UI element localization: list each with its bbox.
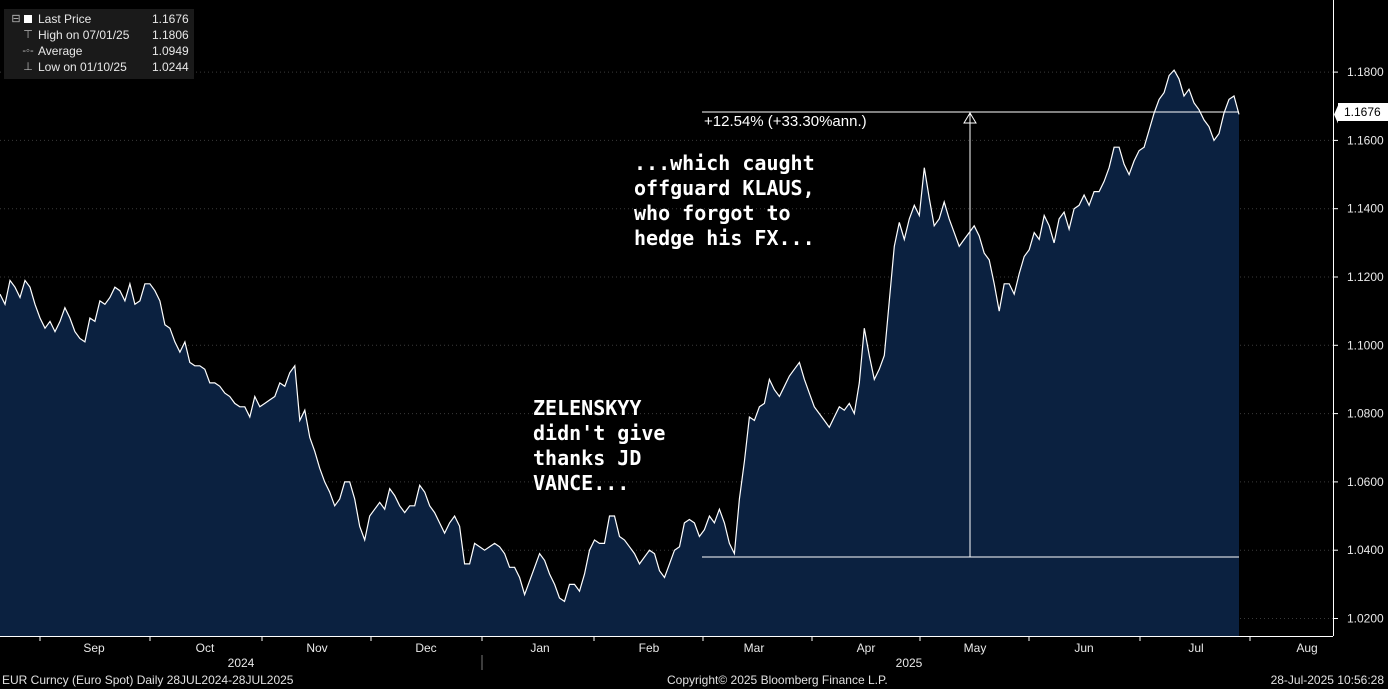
x-tick-label: Jun (1074, 641, 1093, 655)
year-label: 2024 (228, 656, 255, 670)
last-price-swatch-icon (24, 15, 32, 23)
last-price-tag: 1.1676 (1338, 103, 1388, 121)
legend-label: High on 07/01/25 (38, 28, 130, 42)
x-tick-label: Oct (196, 641, 215, 655)
x-tick-label: Feb (639, 641, 660, 655)
price-line (0, 69, 1240, 603)
x-tick-label: Jul (1188, 641, 1203, 655)
y-tick-label: 1.0400 (1347, 543, 1384, 557)
legend-value: 1.1676 (152, 12, 189, 26)
legend-row-last-price: ⊟ Last Price 1.1676 (4, 11, 194, 27)
legend-expand-icon[interactable]: ⊟ (11, 13, 21, 25)
legend-row-average: -◦- Average 1.0949 (4, 43, 194, 59)
legend-label: Low on 01/10/25 (38, 60, 127, 74)
x-tick-label: Sep (83, 641, 105, 655)
legend-row-high: ⊤ High on 07/01/25 1.1806 (4, 27, 194, 43)
year-label: 2025 (896, 656, 923, 670)
annotation-zelensky: ZELENSKYY didn't give thanks JD VANCE... (533, 396, 666, 495)
y-tick-label: 1.0200 (1347, 612, 1384, 626)
footer-ticker: EUR Curncy (Euro Spot) Daily 28JUL2024-2… (2, 673, 294, 687)
last-price-pointer-icon (1334, 105, 1338, 124)
legend-label: Last Price (38, 12, 92, 26)
y-tick-label: 1.1600 (1347, 133, 1384, 147)
price-area (0, 70, 1239, 637)
y-tick-label: 1.0600 (1347, 475, 1384, 489)
x-tick-label: Apr (857, 641, 876, 655)
x-tick-label: Mar (744, 641, 765, 655)
x-tick-label: Dec (415, 641, 436, 655)
y-tick-label: 1.1200 (1347, 270, 1384, 284)
y-tick-label: 1.1800 (1347, 65, 1384, 79)
y-tick-label: 1.0800 (1347, 407, 1384, 421)
low-marker-icon: ⊥ (23, 61, 33, 73)
legend-value: 1.0244 (152, 60, 189, 74)
legend: ⊟ Last Price 1.1676 ⊤ High on 07/01/25 1… (4, 9, 194, 79)
y-tick-label: 1.1000 (1347, 338, 1384, 352)
legend-value: 1.0949 (152, 44, 189, 58)
legend-row-low: ⊥ Low on 01/10/25 1.0244 (4, 59, 194, 75)
high-marker-icon: ⊤ (23, 29, 33, 41)
x-tick-label: Nov (306, 641, 327, 655)
legend-value: 1.1806 (152, 28, 189, 42)
x-tick-label: Jan (530, 641, 549, 655)
x-tick-label: Aug (1296, 641, 1317, 655)
x-tick-label: May (964, 641, 987, 655)
y-tick-label: 1.1400 (1347, 202, 1384, 216)
change-label: +12.54% (+33.30%ann.) (704, 113, 867, 130)
annotation-klaus: ...which caught offguard KLAUS, who forg… (634, 151, 815, 250)
legend-label: Average (38, 44, 83, 58)
footer-timestamp: 28-Jul-2025 10:56:28 (1270, 673, 1384, 687)
measure-arrow-icon (963, 112, 977, 124)
footer-copyright: Copyright© 2025 Bloomberg Finance L.P. (667, 673, 888, 687)
average-marker-icon: -◦- (22, 45, 34, 57)
